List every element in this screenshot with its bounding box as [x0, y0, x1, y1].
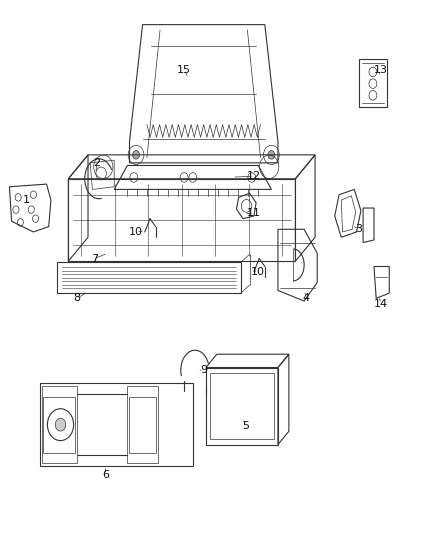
Circle shape — [268, 151, 275, 159]
Text: 12: 12 — [247, 171, 261, 181]
Text: 5: 5 — [242, 421, 249, 431]
Text: 13: 13 — [374, 65, 388, 75]
Text: 7: 7 — [91, 254, 98, 263]
Text: 3: 3 — [355, 224, 362, 235]
Circle shape — [133, 151, 140, 159]
Text: 11: 11 — [247, 208, 261, 219]
Text: 4: 4 — [303, 293, 310, 303]
Text: 10: 10 — [129, 227, 143, 237]
Text: 8: 8 — [74, 293, 81, 303]
Text: 2: 2 — [93, 158, 100, 168]
Text: 14: 14 — [374, 298, 388, 309]
Text: 10: 10 — [251, 267, 265, 277]
Text: 1: 1 — [22, 195, 29, 205]
Text: 9: 9 — [200, 365, 207, 375]
Text: 15: 15 — [177, 65, 191, 75]
Text: 6: 6 — [102, 470, 109, 480]
Circle shape — [55, 418, 66, 431]
